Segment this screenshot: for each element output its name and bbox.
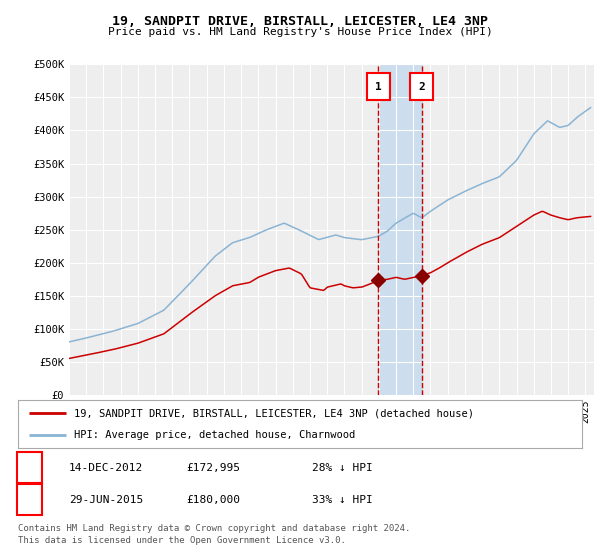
FancyBboxPatch shape [367, 73, 389, 100]
Text: £172,995: £172,995 [186, 463, 240, 473]
Text: 1: 1 [375, 82, 382, 92]
Text: 19, SANDPIT DRIVE, BIRSTALL, LEICESTER, LE4 3NP: 19, SANDPIT DRIVE, BIRSTALL, LEICESTER, … [112, 15, 488, 27]
FancyBboxPatch shape [410, 73, 433, 100]
Text: 2: 2 [26, 494, 33, 505]
Text: Contains HM Land Registry data © Crown copyright and database right 2024.: Contains HM Land Registry data © Crown c… [18, 524, 410, 533]
Text: 28% ↓ HPI: 28% ↓ HPI [312, 463, 373, 473]
Text: 1: 1 [26, 463, 33, 473]
Text: 19, SANDPIT DRIVE, BIRSTALL, LEICESTER, LE4 3NP (detached house): 19, SANDPIT DRIVE, BIRSTALL, LEICESTER, … [74, 408, 475, 418]
Text: 33% ↓ HPI: 33% ↓ HPI [312, 494, 373, 505]
Text: Price paid vs. HM Land Registry's House Price Index (HPI): Price paid vs. HM Land Registry's House … [107, 27, 493, 37]
Bar [378, 64, 422, 395]
Text: 29-JUN-2015: 29-JUN-2015 [69, 494, 143, 505]
Text: £180,000: £180,000 [186, 494, 240, 505]
Text: HPI: Average price, detached house, Charnwood: HPI: Average price, detached house, Char… [74, 430, 356, 440]
Text: 14-DEC-2012: 14-DEC-2012 [69, 463, 143, 473]
Text: This data is licensed under the Open Government Licence v3.0.: This data is licensed under the Open Gov… [18, 536, 346, 545]
Text: 2: 2 [418, 82, 425, 92]
